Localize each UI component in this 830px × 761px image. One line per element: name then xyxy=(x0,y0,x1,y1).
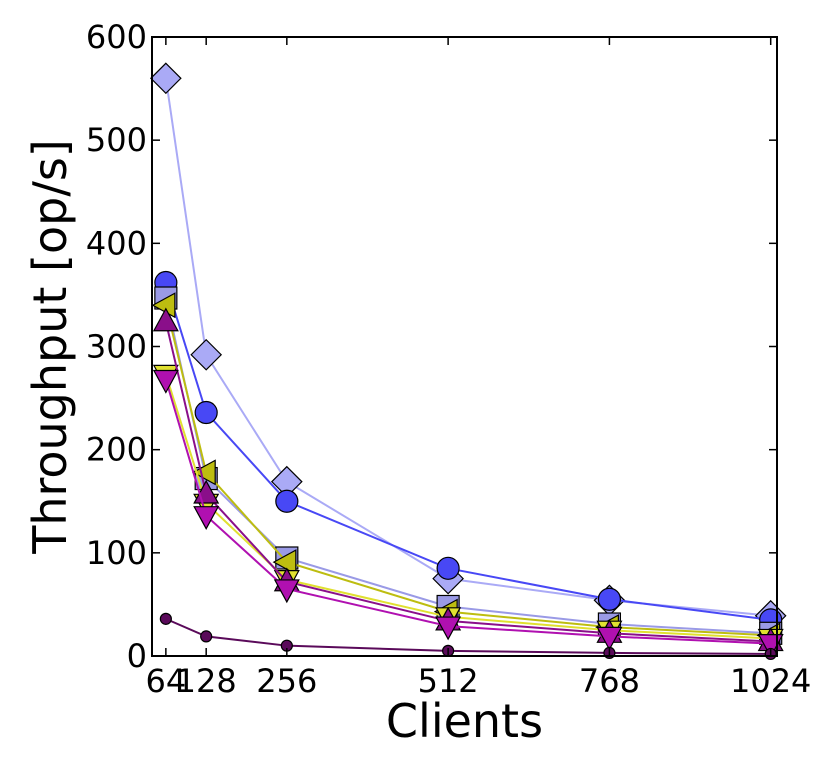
x-tick-label: 256 xyxy=(256,662,317,700)
data-point xyxy=(275,489,299,513)
x-tick-label: 64 xyxy=(146,662,187,700)
data-point xyxy=(159,612,172,625)
data-point xyxy=(596,626,623,651)
series-layer xyxy=(150,62,787,661)
data-point xyxy=(435,616,462,641)
x-tick-label: 128 xyxy=(176,662,237,700)
data-point xyxy=(152,369,179,394)
series-1 xyxy=(154,270,783,632)
data-point xyxy=(272,549,297,576)
data-point xyxy=(152,307,179,332)
x-tick-label: 768 xyxy=(579,662,640,700)
data-point xyxy=(150,62,182,95)
data-point xyxy=(193,506,220,530)
data-point xyxy=(191,459,216,486)
data-point xyxy=(200,630,213,643)
y-tick-label: 500 xyxy=(86,121,147,159)
series-line xyxy=(164,304,771,637)
series-0 xyxy=(150,62,787,632)
y-tick-label: 200 xyxy=(86,431,147,469)
series-line xyxy=(165,617,771,655)
series-line xyxy=(164,282,771,621)
series-line xyxy=(164,297,771,635)
plot-frame xyxy=(151,36,778,657)
y-tick-label: 400 xyxy=(86,224,147,262)
y-tick-label: 300 xyxy=(86,328,147,366)
data-point xyxy=(194,400,218,425)
series-5 xyxy=(152,307,784,652)
y-tick-label: 100 xyxy=(86,534,147,572)
y-tick-label: 600 xyxy=(86,18,147,56)
x-axis-title: Clients xyxy=(386,694,543,748)
series-2 xyxy=(154,286,783,645)
x-tick-label: 1024 xyxy=(730,662,811,700)
series-line xyxy=(164,374,771,640)
y-tick-label: 0 xyxy=(127,637,147,675)
data-point xyxy=(436,556,460,580)
y-axis-title: Throughput [op/s] xyxy=(23,139,77,555)
data-point xyxy=(273,579,300,604)
x-tick-label: 512 xyxy=(418,662,479,700)
data-point xyxy=(597,587,622,611)
series-line xyxy=(164,321,771,643)
series-line xyxy=(164,379,771,645)
data-point xyxy=(190,338,223,371)
series-3 xyxy=(151,292,781,649)
series-line xyxy=(164,78,771,617)
